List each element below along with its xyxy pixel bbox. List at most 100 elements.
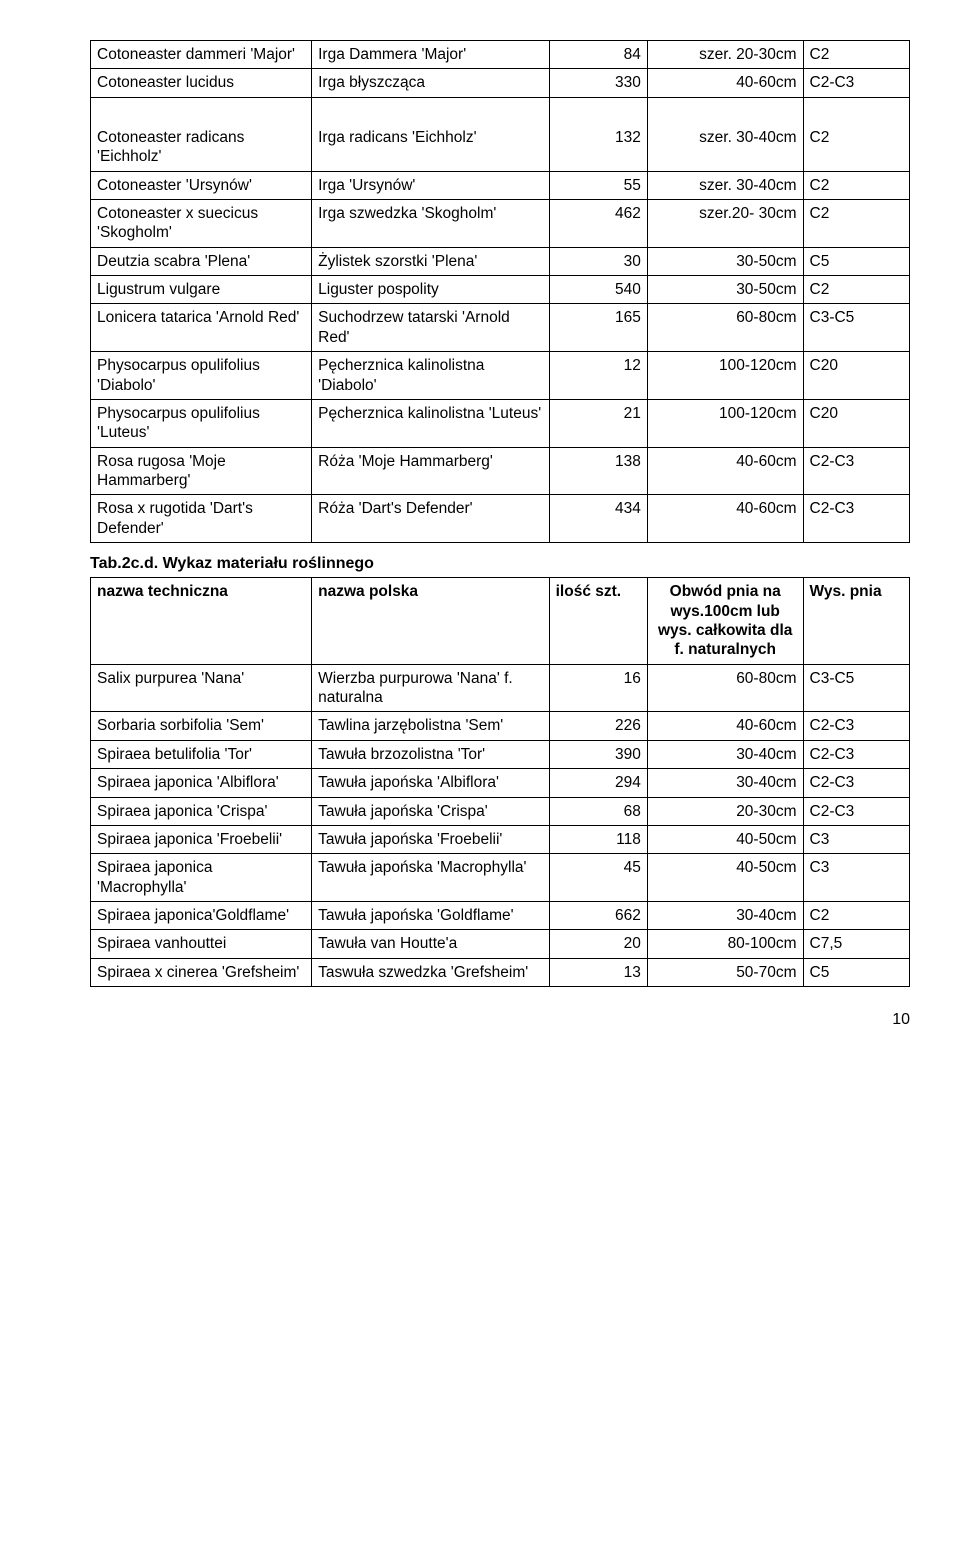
table-row: Cotoneaster 'Ursynów'Irga 'Ursynów'55sze… [91, 171, 910, 199]
cell-size: szer. 30-40cm [647, 171, 803, 199]
cell-polish: Irga 'Ursynów' [312, 171, 550, 199]
cell-name: Spiraea betulifolia 'Tor' [91, 740, 312, 768]
cell-name: Rosa x rugotida 'Dart's Defender' [91, 495, 312, 543]
cell-size: szer. 30-40cm [647, 97, 803, 171]
cell-size: 60-80cm [647, 304, 803, 352]
cell-size: 30-50cm [647, 276, 803, 304]
table-row: Physocarpus opulifolius 'Diabolo'Pęcherz… [91, 352, 910, 400]
cell-pot: C3-C5 [803, 664, 910, 712]
table-row: Cotoneaster x suecicus 'Skogholm'Irga sz… [91, 199, 910, 247]
cell-name: Cotoneaster dammeri 'Major' [91, 41, 312, 69]
cell-name: Cotoneaster 'Ursynów' [91, 171, 312, 199]
header-size: Obwód pnia na wys.100cm lub wys. całkowi… [647, 578, 803, 665]
cell-name: Sorbaria sorbifolia 'Sem' [91, 712, 312, 740]
cell-size: 50-70cm [647, 958, 803, 986]
cell-polish: Tawuła brzozolistna 'Tor' [312, 740, 550, 768]
cell-qty: 118 [549, 825, 647, 853]
cell-polish: Tawuła japońska 'Albiflora' [312, 769, 550, 797]
cell-size: szer. 20-30cm [647, 41, 803, 69]
cell-polish: Róża 'Dart's Defender' [312, 495, 550, 543]
table-row: Spiraea japonica'Goldflame'Tawuła japońs… [91, 902, 910, 930]
cell-pot: C2-C3 [803, 69, 910, 97]
cell-polish: Tawuła japońska 'Goldflame' [312, 902, 550, 930]
table2-title: Tab.2c.d. Wykaz materiału roślinnego [90, 555, 910, 573]
cell-qty: 55 [549, 171, 647, 199]
cell-size: 80-100cm [647, 930, 803, 958]
cell-pot: C2 [803, 902, 910, 930]
cell-qty: 462 [549, 199, 647, 247]
cell-name: Cotoneaster x suecicus 'Skogholm' [91, 199, 312, 247]
header-qty: ilość szt. [549, 578, 647, 665]
table-row: Cotoneaster radicans 'Eichholz'Irga radi… [91, 97, 910, 171]
cell-name: Ligustrum vulgare [91, 276, 312, 304]
cell-polish: Irga szwedzka 'Skogholm' [312, 199, 550, 247]
cell-pot: C20 [803, 399, 910, 447]
cell-size: 40-60cm [647, 447, 803, 495]
table-row: Cotoneaster lucidusIrga błyszcząca33040-… [91, 69, 910, 97]
cell-pot: C2-C3 [803, 712, 910, 740]
cell-size: 40-60cm [647, 712, 803, 740]
cell-size: 30-40cm [647, 902, 803, 930]
cell-polish: Róża 'Moje Hammarberg' [312, 447, 550, 495]
header-name: nazwa techniczna [91, 578, 312, 665]
cell-polish: Wierzba purpurowa 'Nana' f. naturalna [312, 664, 550, 712]
cell-size: 20-30cm [647, 797, 803, 825]
cell-name: Lonicera tatarica 'Arnold Red' [91, 304, 312, 352]
table-header-row: nazwa technicznanazwa polskailość szt.Ob… [91, 578, 910, 665]
cell-name: Rosa rugosa 'Moje Hammarberg' [91, 447, 312, 495]
cell-qty: 540 [549, 276, 647, 304]
cell-name: Salix purpurea 'Nana' [91, 664, 312, 712]
table-row: Physocarpus opulifolius 'Luteus'Pęcherzn… [91, 399, 910, 447]
cell-name: Spiraea japonica 'Albiflora' [91, 769, 312, 797]
table-row: Spiraea japonica 'Macrophylla'Tawuła jap… [91, 854, 910, 902]
cell-name: Physocarpus opulifolius 'Luteus' [91, 399, 312, 447]
cell-size: 40-60cm [647, 69, 803, 97]
table-row: Rosa x rugotida 'Dart's Defender'Róża 'D… [91, 495, 910, 543]
cell-qty: 21 [549, 399, 647, 447]
cell-qty: 20 [549, 930, 647, 958]
cell-pot: C3-C5 [803, 304, 910, 352]
cell-qty: 68 [549, 797, 647, 825]
table-row: Salix purpurea 'Nana'Wierzba purpurowa '… [91, 664, 910, 712]
cell-name: Cotoneaster radicans 'Eichholz' [91, 97, 312, 171]
cell-polish: Irga błyszcząca [312, 69, 550, 97]
cell-name: Physocarpus opulifolius 'Diabolo' [91, 352, 312, 400]
table-row: Spiraea x cinerea 'Grefsheim'Taswuła szw… [91, 958, 910, 986]
cell-qty: 434 [549, 495, 647, 543]
cell-qty: 226 [549, 712, 647, 740]
cell-polish: Taswuła szwedzka 'Grefsheim' [312, 958, 550, 986]
cell-polish: Liguster pospolity [312, 276, 550, 304]
table-row: Rosa rugosa 'Moje Hammarberg'Róża 'Moje … [91, 447, 910, 495]
cell-qty: 30 [549, 247, 647, 275]
cell-polish: Tawlina jarzębolistna 'Sem' [312, 712, 550, 740]
cell-qty: 330 [549, 69, 647, 97]
cell-qty: 16 [549, 664, 647, 712]
cell-pot: C2-C3 [803, 447, 910, 495]
page-number: 10 [90, 1011, 910, 1029]
cell-name: Spiraea japonica 'Macrophylla' [91, 854, 312, 902]
cell-pot: C5 [803, 247, 910, 275]
cell-size: 100-120cm [647, 352, 803, 400]
plant-table-1: Cotoneaster dammeri 'Major'Irga Dammera … [90, 40, 910, 543]
cell-pot: C2 [803, 41, 910, 69]
cell-polish: Tawuła japońska 'Macrophylla' [312, 854, 550, 902]
cell-polish: Irga radicans 'Eichholz' [312, 97, 550, 171]
plant-table-2: nazwa technicznanazwa polskailość szt.Ob… [90, 577, 910, 987]
table-row: Deutzia scabra 'Plena'Żylistek szorstki … [91, 247, 910, 275]
cell-pot: C2 [803, 276, 910, 304]
cell-pot: C2-C3 [803, 797, 910, 825]
table-row: Ligustrum vulgareLiguster pospolity54030… [91, 276, 910, 304]
cell-name: Spiraea japonica 'Crispa' [91, 797, 312, 825]
table-row: Spiraea japonica 'Albiflora'Tawuła japoń… [91, 769, 910, 797]
cell-qty: 138 [549, 447, 647, 495]
cell-polish: Tawuła japońska 'Froebelii' [312, 825, 550, 853]
cell-qty: 84 [549, 41, 647, 69]
header-polish: nazwa polska [312, 578, 550, 665]
table-row: Sorbaria sorbifolia 'Sem'Tawlina jarzębo… [91, 712, 910, 740]
cell-pot: C2-C3 [803, 769, 910, 797]
cell-pot: C2 [803, 199, 910, 247]
table-row: Cotoneaster dammeri 'Major'Irga Dammera … [91, 41, 910, 69]
cell-pot: C7,5 [803, 930, 910, 958]
cell-polish: Tawuła japońska 'Crispa' [312, 797, 550, 825]
cell-pot: C2-C3 [803, 740, 910, 768]
